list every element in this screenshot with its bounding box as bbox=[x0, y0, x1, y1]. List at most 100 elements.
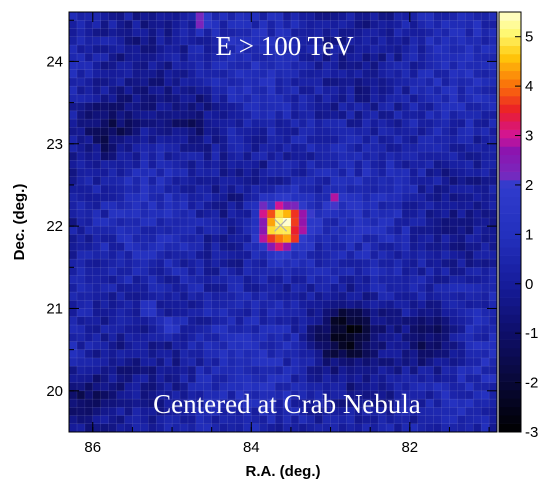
heatmap-cell bbox=[354, 44, 363, 54]
heatmap-cell bbox=[425, 69, 434, 79]
heatmap-cell bbox=[362, 19, 371, 29]
heatmap-cell bbox=[274, 275, 284, 285]
heatmap-cell bbox=[306, 299, 315, 309]
heatmap-cell bbox=[171, 28, 181, 37]
heatmap-cell bbox=[251, 349, 260, 359]
heatmap-cell bbox=[480, 374, 490, 383]
heatmap-cell bbox=[354, 275, 363, 285]
heatmap-cell bbox=[219, 250, 228, 260]
heatmap-cell bbox=[377, 209, 387, 219]
heatmap-cell bbox=[385, 324, 395, 334]
heatmap-cell bbox=[243, 151, 252, 161]
heatmap-cell bbox=[409, 11, 418, 21]
heatmap-cell bbox=[266, 365, 276, 375]
heatmap-cell bbox=[393, 176, 403, 186]
heatmap-cell bbox=[251, 423, 260, 433]
heatmap-cell bbox=[449, 151, 458, 161]
heatmap-cell bbox=[108, 415, 117, 425]
heatmap-cell bbox=[385, 44, 395, 54]
heatmap-cell bbox=[472, 77, 482, 87]
heatmap-cell bbox=[449, 382, 458, 392]
heatmap-cell bbox=[92, 267, 101, 276]
heatmap-cell bbox=[195, 299, 204, 309]
heatmap-cell bbox=[211, 316, 220, 326]
heatmap-cell bbox=[140, 11, 149, 21]
heatmap-cell bbox=[433, 267, 442, 276]
heatmap-cell bbox=[163, 423, 173, 433]
heatmap-cell bbox=[76, 275, 86, 285]
heatmap-cell bbox=[266, 61, 276, 70]
heatmap-cell bbox=[314, 176, 323, 186]
heatmap-cell bbox=[377, 374, 387, 383]
heatmap-cell bbox=[425, 168, 434, 177]
heatmap-cell bbox=[472, 85, 482, 95]
heatmap-cell bbox=[76, 423, 86, 433]
heatmap-cell bbox=[401, 258, 411, 268]
heatmap-cell bbox=[457, 118, 466, 128]
colorbar-segment bbox=[499, 247, 521, 256]
heatmap-cell bbox=[258, 374, 268, 383]
heatmap-cell bbox=[377, 151, 387, 161]
heatmap-cell bbox=[76, 217, 86, 227]
heatmap-cell bbox=[298, 299, 308, 309]
heatmap-cell bbox=[433, 209, 442, 219]
heatmap-cell bbox=[393, 308, 403, 317]
heatmap-cell bbox=[179, 110, 189, 120]
heatmap-cell bbox=[465, 242, 474, 252]
heatmap-cell bbox=[409, 61, 418, 70]
heatmap-cell bbox=[362, 11, 371, 21]
heatmap-cell bbox=[258, 85, 268, 95]
heatmap-cell bbox=[132, 299, 141, 309]
heatmap-cell bbox=[346, 151, 355, 161]
heatmap-cell bbox=[227, 423, 236, 433]
heatmap-cell bbox=[187, 365, 197, 375]
heatmap-cell bbox=[155, 234, 165, 243]
heatmap-cell bbox=[140, 275, 149, 285]
heatmap-cell bbox=[124, 127, 133, 136]
heatmap-cell bbox=[330, 374, 339, 383]
heatmap-cell bbox=[282, 308, 292, 317]
heatmap-cell bbox=[274, 234, 284, 243]
heatmap-cell bbox=[393, 143, 403, 153]
heatmap-cell bbox=[393, 151, 403, 161]
colorbar-segment bbox=[499, 280, 521, 290]
heatmap-cell bbox=[330, 143, 339, 153]
heatmap-cell bbox=[203, 110, 212, 120]
heatmap-cell bbox=[465, 250, 474, 260]
heatmap-cell bbox=[362, 316, 371, 326]
heatmap-cell bbox=[417, 316, 426, 326]
heatmap-cell bbox=[251, 332, 260, 342]
heatmap-cell bbox=[465, 324, 474, 334]
heatmap-cell bbox=[409, 118, 418, 128]
heatmap-cell bbox=[108, 36, 117, 46]
heatmap-cell bbox=[377, 19, 387, 29]
heatmap-cell bbox=[362, 423, 371, 433]
heatmap-cell bbox=[124, 267, 133, 276]
heatmap-cell bbox=[76, 192, 86, 202]
heatmap-cell bbox=[132, 250, 141, 260]
heatmap-cell bbox=[140, 349, 149, 359]
heatmap-cell bbox=[76, 308, 86, 317]
heatmap-cell bbox=[227, 143, 236, 153]
heatmap-cell bbox=[187, 234, 197, 243]
heatmap-cell bbox=[433, 283, 442, 293]
heatmap-cell bbox=[472, 28, 482, 37]
heatmap-cell bbox=[314, 69, 323, 79]
heatmap-cell bbox=[140, 234, 149, 243]
heatmap-cell bbox=[314, 242, 323, 252]
colorbar-tick-label: -3 bbox=[525, 424, 538, 441]
heatmap-cell bbox=[433, 365, 442, 375]
heatmap-cell bbox=[306, 184, 315, 194]
colorbar-segment bbox=[499, 79, 521, 88]
heatmap-cell bbox=[409, 77, 418, 87]
heatmap-cell bbox=[76, 102, 86, 112]
heatmap-cell bbox=[409, 201, 418, 210]
heatmap-cell bbox=[314, 11, 323, 21]
heatmap-cell bbox=[472, 135, 482, 145]
heatmap-cell bbox=[163, 283, 173, 293]
heatmap-cell bbox=[401, 374, 411, 383]
heatmap-cell bbox=[480, 283, 490, 293]
heatmap-cell bbox=[76, 382, 86, 392]
heatmap-cell bbox=[441, 176, 450, 186]
heatmap-cell bbox=[274, 423, 284, 433]
